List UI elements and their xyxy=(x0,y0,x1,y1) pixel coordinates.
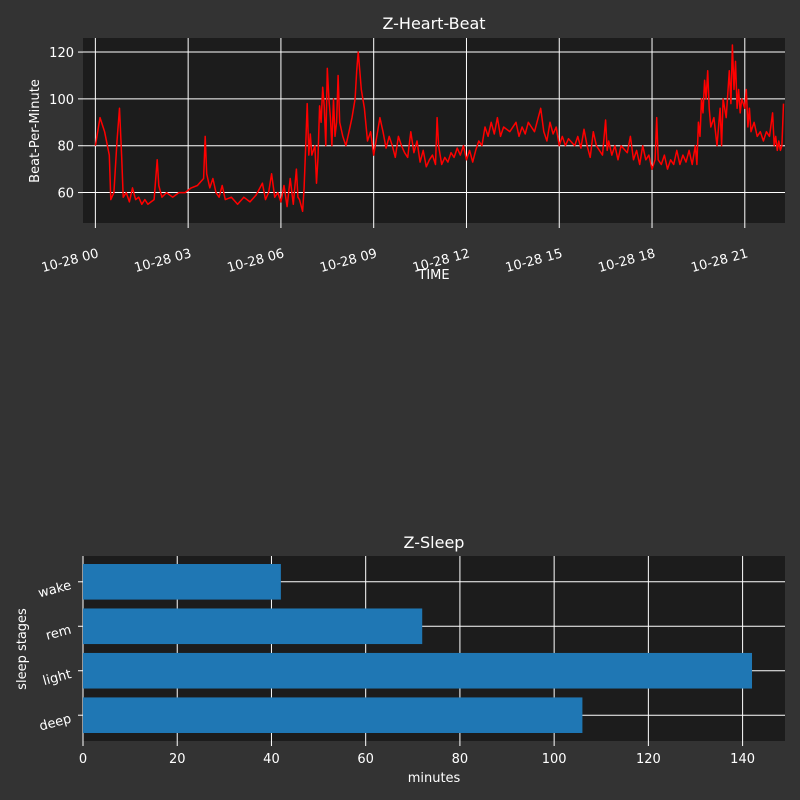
sleep-x-ticks: 0 20 40 60 80 100 120 140 xyxy=(79,741,755,767)
heart-beat-y-tick-label: 80 xyxy=(57,140,74,155)
heart-beat-grid xyxy=(83,38,785,223)
sleep-x-axis-label: minutes xyxy=(408,771,461,786)
sleep-bar-deep xyxy=(83,697,583,733)
heart-beat-y-ticks: 60 80 100 120 xyxy=(49,46,83,202)
heart-beat-y-tick-label: 120 xyxy=(49,46,74,61)
sleep-bar-rem xyxy=(83,608,423,645)
heart-beat-y-axis-label: Beat-Per-Minute xyxy=(28,79,43,183)
sleep-bar-wake xyxy=(83,564,281,600)
sleep-stage-label: rem xyxy=(44,623,73,644)
heart-beat-y-tick-label: 100 xyxy=(49,93,74,108)
sleep-y-axis-label: sleep stages xyxy=(15,608,30,690)
sleep-x-tick-label: 20 xyxy=(169,752,186,767)
sleep-bars xyxy=(83,564,753,733)
sleep-x-tick-label: 120 xyxy=(636,752,661,767)
sleep-stage-label: light xyxy=(41,667,73,689)
sleep-x-tick-label: 40 xyxy=(263,752,280,767)
heart-beat-title: Z-Heart-Beat xyxy=(382,14,485,33)
heart-beat-y-tick-label: 60 xyxy=(57,187,74,202)
heart-beat-x-axis-label: TIME xyxy=(417,268,449,283)
sleep-x-tick-label: 80 xyxy=(452,752,469,767)
sleep-bar-light xyxy=(83,652,753,689)
sleep-x-tick-label: 100 xyxy=(542,752,567,767)
heart-beat-series xyxy=(94,44,785,213)
sleep-x-tick-label: 0 xyxy=(79,752,87,767)
sleep-title: Z-Sleep xyxy=(404,533,465,552)
sleep-x-tick-label: 60 xyxy=(357,752,374,767)
heart-rate-line xyxy=(94,44,785,213)
sleep-x-tick-label: 140 xyxy=(730,752,755,767)
